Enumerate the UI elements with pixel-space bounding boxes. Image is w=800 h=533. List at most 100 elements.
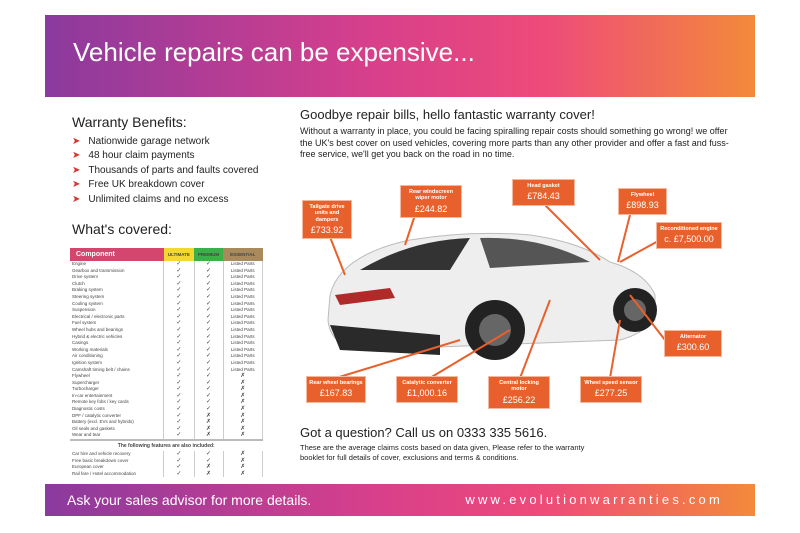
table-cell: ✗ [222, 406, 264, 413]
table-cell: ✓ [163, 307, 195, 314]
table-cell: Drive system [72, 274, 99, 280]
table-cell: ✓ [163, 399, 195, 407]
table-row: Braking system ✓ ✓ Listed Parts [70, 287, 264, 294]
table-cell: Listed Parts [222, 293, 264, 301]
table-cell: ✓ [193, 293, 224, 301]
callout-price: £733.92 [310, 224, 344, 235]
callout-price: £167.83 [319, 388, 353, 399]
table-cell: ✓ [193, 287, 224, 294]
table-cell: ✓ [193, 333, 224, 341]
benefit-item: ➤ Nationwide garage network [72, 134, 259, 149]
covered-title: What's covered: [72, 221, 172, 237]
table-cell: Fuel system [72, 320, 97, 326]
table-cell: ✓ [163, 326, 195, 334]
column-header: PREMIUM [194, 248, 224, 261]
table-cell: Turbocharger [72, 386, 99, 392]
table-cell: ✓ [193, 399, 224, 407]
callout-box: Tailgate drive units and dampers £733.92 [302, 200, 352, 240]
benefit-label: 48 hour claim payments [88, 150, 195, 162]
benefits-title: Warranty Benefits: [72, 114, 187, 130]
table-cell: ✓ [193, 320, 224, 327]
table-cell: Listed Parts [222, 274, 264, 281]
table-header: Component ULTIMATE PREMIUM ESSENTIAL [70, 248, 263, 261]
table-cell: Electrical / electronic parts [72, 313, 125, 319]
benefit-label: Unlimited claims and no excess [88, 193, 229, 205]
callout-price: £277.25 [594, 388, 628, 399]
table-cell: Oil seals and gaskets [72, 425, 115, 431]
table-cell: ✓ [163, 464, 195, 471]
table-cell: ✗ [222, 464, 264, 471]
table-cell: Casings [72, 340, 89, 346]
table-cell: Car hire and vehicle recovery [72, 451, 131, 457]
table-cell: Listed Parts [222, 340, 264, 347]
table-cell: ✗ [222, 373, 264, 380]
table-cell: Listed Parts [222, 300, 264, 308]
table-cell: Rail fare / Hotel accommodation [72, 470, 137, 476]
table-cell: ✓ [193, 379, 224, 387]
table-cell: ✓ [163, 470, 195, 478]
table-cell: Supercharger [72, 379, 100, 385]
table-cell: ✓ [163, 373, 195, 380]
table-cell: ✗ [222, 432, 264, 441]
table-cell: Flywheel [72, 373, 90, 379]
table-cell: Listed Parts [222, 320, 264, 327]
table-row: Suspension ✓ ✓ Listed Parts [70, 307, 264, 314]
table-row: Air conditioning ✓ ✓ Listed Parts [70, 353, 264, 360]
table-cell: In-car entertainment [72, 392, 113, 398]
table-cell: Listed Parts [222, 359, 264, 367]
arrow-icon: ➤ [72, 164, 81, 176]
table-cell: ✗ [222, 419, 264, 426]
callout-price: £244.82 [414, 203, 448, 214]
table-cell: ✓ [163, 457, 195, 465]
table-row: Fuel system ✓ ✓ Listed Parts [70, 320, 264, 327]
table-cell: ✓ [163, 274, 195, 281]
table-cell: ✓ [193, 366, 224, 374]
callout-price: £300.60 [676, 342, 710, 353]
table-cell: ✗ [222, 470, 264, 478]
column-header: ULTIMATE [163, 248, 195, 261]
benefit-item: ➤ Free UK breakdown cover [72, 178, 259, 193]
table-row: Turbocharger ✓ ✓ ✗ [70, 386, 264, 393]
header-banner: Vehicle repairs can be expensive... [45, 15, 755, 97]
table-cell: ✗ [193, 419, 224, 426]
callout-label: Reconditioned engine [660, 226, 718, 232]
table-cell: ✓ [193, 392, 224, 400]
table-cell: ✓ [193, 300, 224, 308]
table-cell: Ignition system [72, 359, 103, 365]
callout-box: Rear wheel bearings £167.83 [306, 376, 366, 403]
callout-box: Wheel speed sensor £277.25 [580, 376, 642, 403]
table-row: In-car entertainment ✓ ✓ ✗ [70, 392, 264, 400]
table-row: Wheel hubs and bearings ✓ ✓ Listed Parts [70, 326, 264, 334]
callout-label: Tailgate drive units and dampers [309, 204, 345, 223]
table-row: DPF / catalytic converter ✓ ✗ ✗ [70, 412, 264, 420]
table-cell: ✓ [163, 267, 195, 275]
table-cell: ✓ [163, 392, 195, 400]
callout-label: Wheel speed sensor [584, 380, 638, 386]
table-row: Free basic breakdown cover ✓ ✓ ✗ [70, 457, 264, 465]
table-row: Oil seals and gaskets ✓ ✗ ✗ [70, 425, 264, 433]
table-cell: ✗ [193, 470, 224, 478]
table-cell: ✓ [193, 451, 224, 458]
table-cell: ✓ [163, 287, 195, 294]
table-cell: Braking system [72, 287, 103, 293]
contact-body: These are the average claims costs based… [300, 443, 585, 463]
table-cell: Listed Parts [222, 307, 264, 314]
table-row: Car hire and vehicle recovery ✓ ✓ ✗ [70, 451, 264, 458]
table-row: European cover ✓ ✗ ✗ [70, 464, 264, 471]
website-link[interactable]: www.evolutionwarranties.com [465, 492, 723, 507]
table-cell: Air conditioning [72, 353, 103, 359]
benefit-item: ➤ Thousands of parts and faults covered [72, 163, 259, 178]
table-cell: ✓ [163, 353, 195, 360]
table-cell: Listed Parts [222, 366, 264, 374]
callout-label: Alternator [679, 334, 707, 340]
table-row: Casings ✓ ✓ Listed Parts [70, 340, 264, 347]
footer-banner: Ask your sales advisor for more details.… [45, 484, 755, 516]
table-cell: Gearbox and transmission [72, 267, 125, 273]
table-row: Hybrid & electric vehicles ✓ ✓ Listed Parts [70, 333, 264, 341]
table-cell: Listed Parts [222, 353, 264, 360]
column-header: Component [70, 248, 164, 261]
table-cell: ✓ [193, 359, 224, 367]
table-row: Cooling system ✓ ✓ Listed Parts [70, 300, 264, 308]
table-row: Gearbox and transmission ✓ ✓ Listed Parts [70, 267, 264, 275]
table-row: Diagnostic costs ✓ ✓ ✗ [70, 406, 264, 413]
